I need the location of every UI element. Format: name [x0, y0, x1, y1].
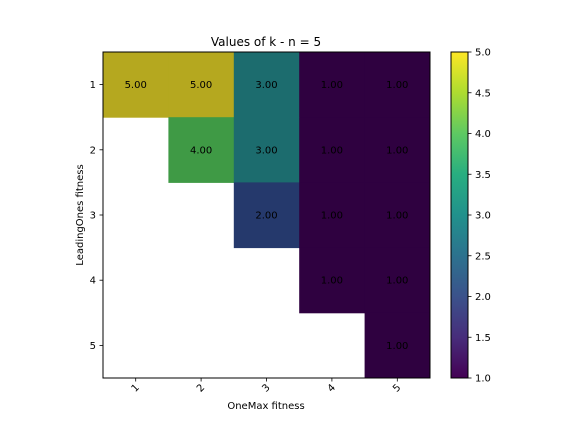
cell-value-label: 1.00	[321, 211, 343, 222]
heatmap-cell	[168, 117, 235, 183]
heatmap-cell	[103, 52, 169, 118]
heatmap-cell	[233, 117, 300, 183]
heatmap-cell	[364, 117, 431, 183]
y-tick-label: 2	[90, 145, 96, 156]
cell-value-label: 1.00	[321, 80, 343, 91]
colorbar	[451, 52, 468, 378]
y-tick-label: 4	[90, 276, 96, 287]
cell-value-label: 1.00	[386, 276, 408, 287]
heatmap-cell	[364, 247, 431, 314]
x-tick-label: 1	[130, 382, 142, 394]
y-tick-label: 1	[90, 80, 96, 91]
cell-value-label: 4.00	[190, 145, 212, 156]
x-tick-label: 3	[260, 382, 272, 394]
cell-value-label: 1.00	[386, 145, 408, 156]
cell-value-label: 1.00	[386, 80, 408, 91]
colorbar-tick-label: 1.5	[475, 333, 491, 344]
y-axis-label: LeadingOnes fitness	[75, 164, 86, 265]
cell-value-label: 1.00	[386, 341, 408, 352]
cell-value-label: 5.00	[125, 80, 147, 91]
colorbar-tick-label: 2.0	[475, 292, 491, 303]
heatmap-cell	[233, 52, 300, 118]
cell-value-label: 2.00	[255, 211, 277, 222]
colorbar-tick-label: 4.0	[475, 129, 491, 140]
heatmap-cell	[364, 182, 431, 249]
heatmap-cell	[233, 182, 300, 249]
colorbar-tick-label: 2.5	[475, 251, 491, 262]
heatmap-cell	[299, 52, 366, 118]
heatmap-cell	[364, 312, 431, 379]
chart-title: Values of k - n = 5	[211, 35, 321, 49]
heatmap-cell	[299, 182, 366, 249]
heatmap-cell	[299, 247, 366, 314]
x-axis-ticks: 1 2 3 4 5	[130, 378, 403, 395]
colorbar-tick-label: 4.5	[475, 88, 491, 99]
x-tick-label: 5	[391, 382, 403, 394]
heatmap-cell	[168, 52, 235, 118]
y-tick-label: 5	[90, 341, 96, 352]
colorbar-tick-label: 3.0	[475, 211, 491, 222]
y-tick-label: 3	[90, 211, 96, 222]
colorbar-ticks: 1.0 1.5 2.0 2.5 3.0 3.5 4.0 4.5 5.0	[468, 48, 491, 385]
cell-value-label: 3.00	[255, 145, 277, 156]
x-tick-label: 4	[326, 382, 338, 394]
heatmap-cells: 5.00 5.00 3.00 1.00 1.00 4.00 3.00 1.00 1.00 2.00…	[103, 52, 431, 379]
cell-value-label: 3.00	[255, 80, 277, 91]
y-axis-ticks: 1 2 3 4 5	[90, 80, 103, 352]
cell-value-label: 5.00	[190, 80, 212, 91]
colorbar-tick-label: 3.5	[475, 170, 491, 181]
x-axis-label: OneMax fitness	[227, 401, 304, 412]
heatmap-cell	[299, 117, 366, 183]
cell-value-label: 1.00	[386, 211, 408, 222]
cell-value-label: 1.00	[321, 145, 343, 156]
colorbar-tick-label: 1.0	[475, 374, 491, 385]
heatmap-cell	[364, 52, 431, 118]
cell-value-label: 1.00	[321, 276, 343, 287]
x-tick-label: 2	[195, 382, 207, 394]
colorbar-tick-label: 5.0	[475, 48, 491, 59]
